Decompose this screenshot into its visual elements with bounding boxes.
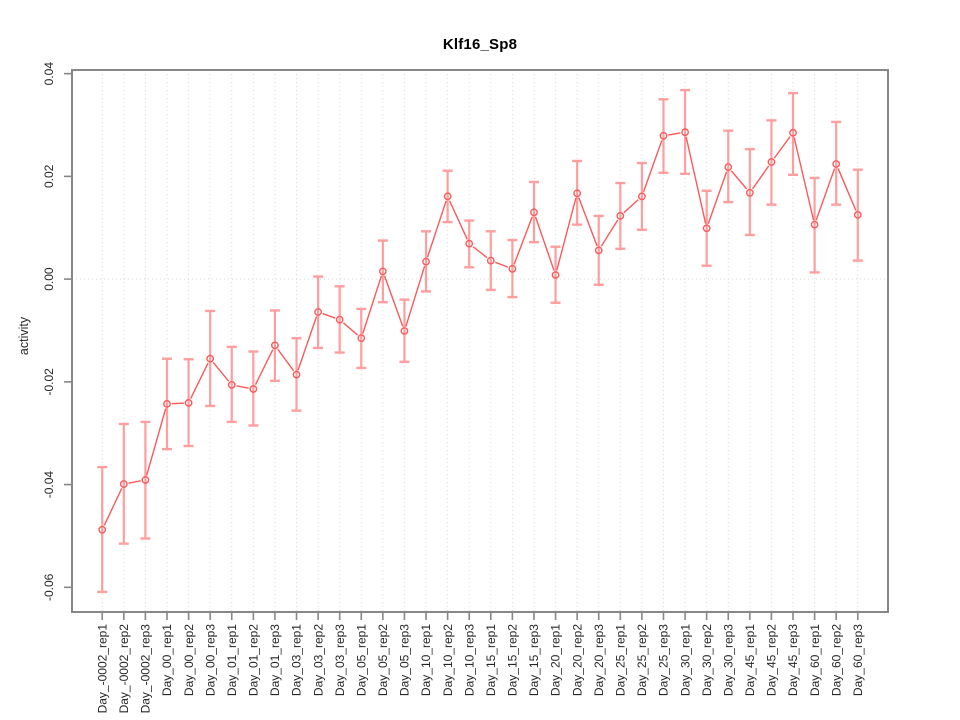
- x-tick-label: Day_03_rep3: [333, 624, 347, 696]
- x-tick-label: Day_45_rep2: [765, 624, 779, 696]
- x-tick-label: Day_-0002_rep3: [139, 624, 153, 714]
- x-tick-label: Day_60_rep3: [851, 624, 865, 696]
- x-tick-label: Day_03_rep2: [311, 624, 325, 696]
- x-tick-label: Day_60_rep1: [808, 624, 822, 696]
- x-axis-ticks: Day_-0002_rep1 Day_-0002_rep2 Day_-0002_re…: [95, 612, 865, 713]
- x-tick-label: Day_30_rep2: [700, 624, 714, 696]
- x-tick-label: Day_15_rep3: [527, 624, 541, 696]
- x-tick-label: Day_10_rep3: [462, 624, 476, 696]
- x-tick-label: Day_25_rep1: [614, 624, 628, 696]
- x-tick-label: Day_20_rep2: [570, 624, 584, 696]
- series-line: [103, 132, 857, 526]
- y-axis-ticks: 0.04 0.02 0.00 -0.02 -0.04 -0.06: [42, 62, 72, 601]
- x-tick-label: Day_45_rep1: [743, 624, 757, 696]
- y-tick-label: 0.04: [42, 62, 56, 86]
- x-tick-label: Day_30_rep3: [721, 624, 735, 696]
- x-tick-label: Day_60_rep2: [829, 624, 843, 696]
- x-tick-label: Day_45_rep3: [786, 624, 800, 696]
- x-tick-label: Day_-0002_rep2: [117, 624, 131, 714]
- x-tick-label: Day_25_rep2: [635, 624, 649, 696]
- x-tick-label: Day_15_rep1: [484, 624, 498, 696]
- x-tick-label: Day_15_rep2: [506, 624, 520, 696]
- x-tick-label: Day_10_rep2: [441, 624, 455, 696]
- x-tick-label: Day_01_rep1: [225, 624, 239, 696]
- error-bars: [97, 88, 863, 594]
- x-tick-label: Day_-0002_rep1: [95, 624, 109, 714]
- x-tick-label: Day_00_rep1: [160, 624, 174, 696]
- x-tick-label: Day_30_rep1: [678, 624, 692, 696]
- x-tick-label: Day_01_rep3: [268, 624, 282, 696]
- y-tick-label: -0.06: [42, 573, 56, 601]
- x-tick-label: Day_00_rep3: [203, 624, 217, 696]
- x-tick-label: Day_05_rep2: [376, 624, 390, 696]
- axis-box: [71, 69, 889, 613]
- x-tick-label: Day_10_rep1: [419, 624, 433, 696]
- x-tick-label: Day_20_rep1: [549, 624, 563, 696]
- y-tick-label: 0.02: [42, 164, 56, 188]
- x-tick-label: Day_20_rep3: [592, 624, 606, 696]
- x-tick-label: Day_05_rep3: [398, 624, 412, 696]
- x-tick-label: Day_05_rep1: [354, 624, 368, 696]
- series-points: [98, 128, 862, 534]
- y-tick-label: -0.04: [42, 471, 56, 499]
- x-tick-label: Day_03_rep1: [290, 624, 304, 696]
- grid-lines: [72, 70, 888, 612]
- x-tick-label: Day_25_rep3: [657, 624, 671, 696]
- y-tick-label: -0.02: [42, 368, 56, 396]
- chart-title: Klf16_Sp8: [442, 36, 518, 53]
- y-tick-label: 0.00: [42, 267, 56, 291]
- x-tick-label: Day_00_rep2: [182, 624, 196, 696]
- x-tick-label: Day_01_rep2: [247, 624, 261, 696]
